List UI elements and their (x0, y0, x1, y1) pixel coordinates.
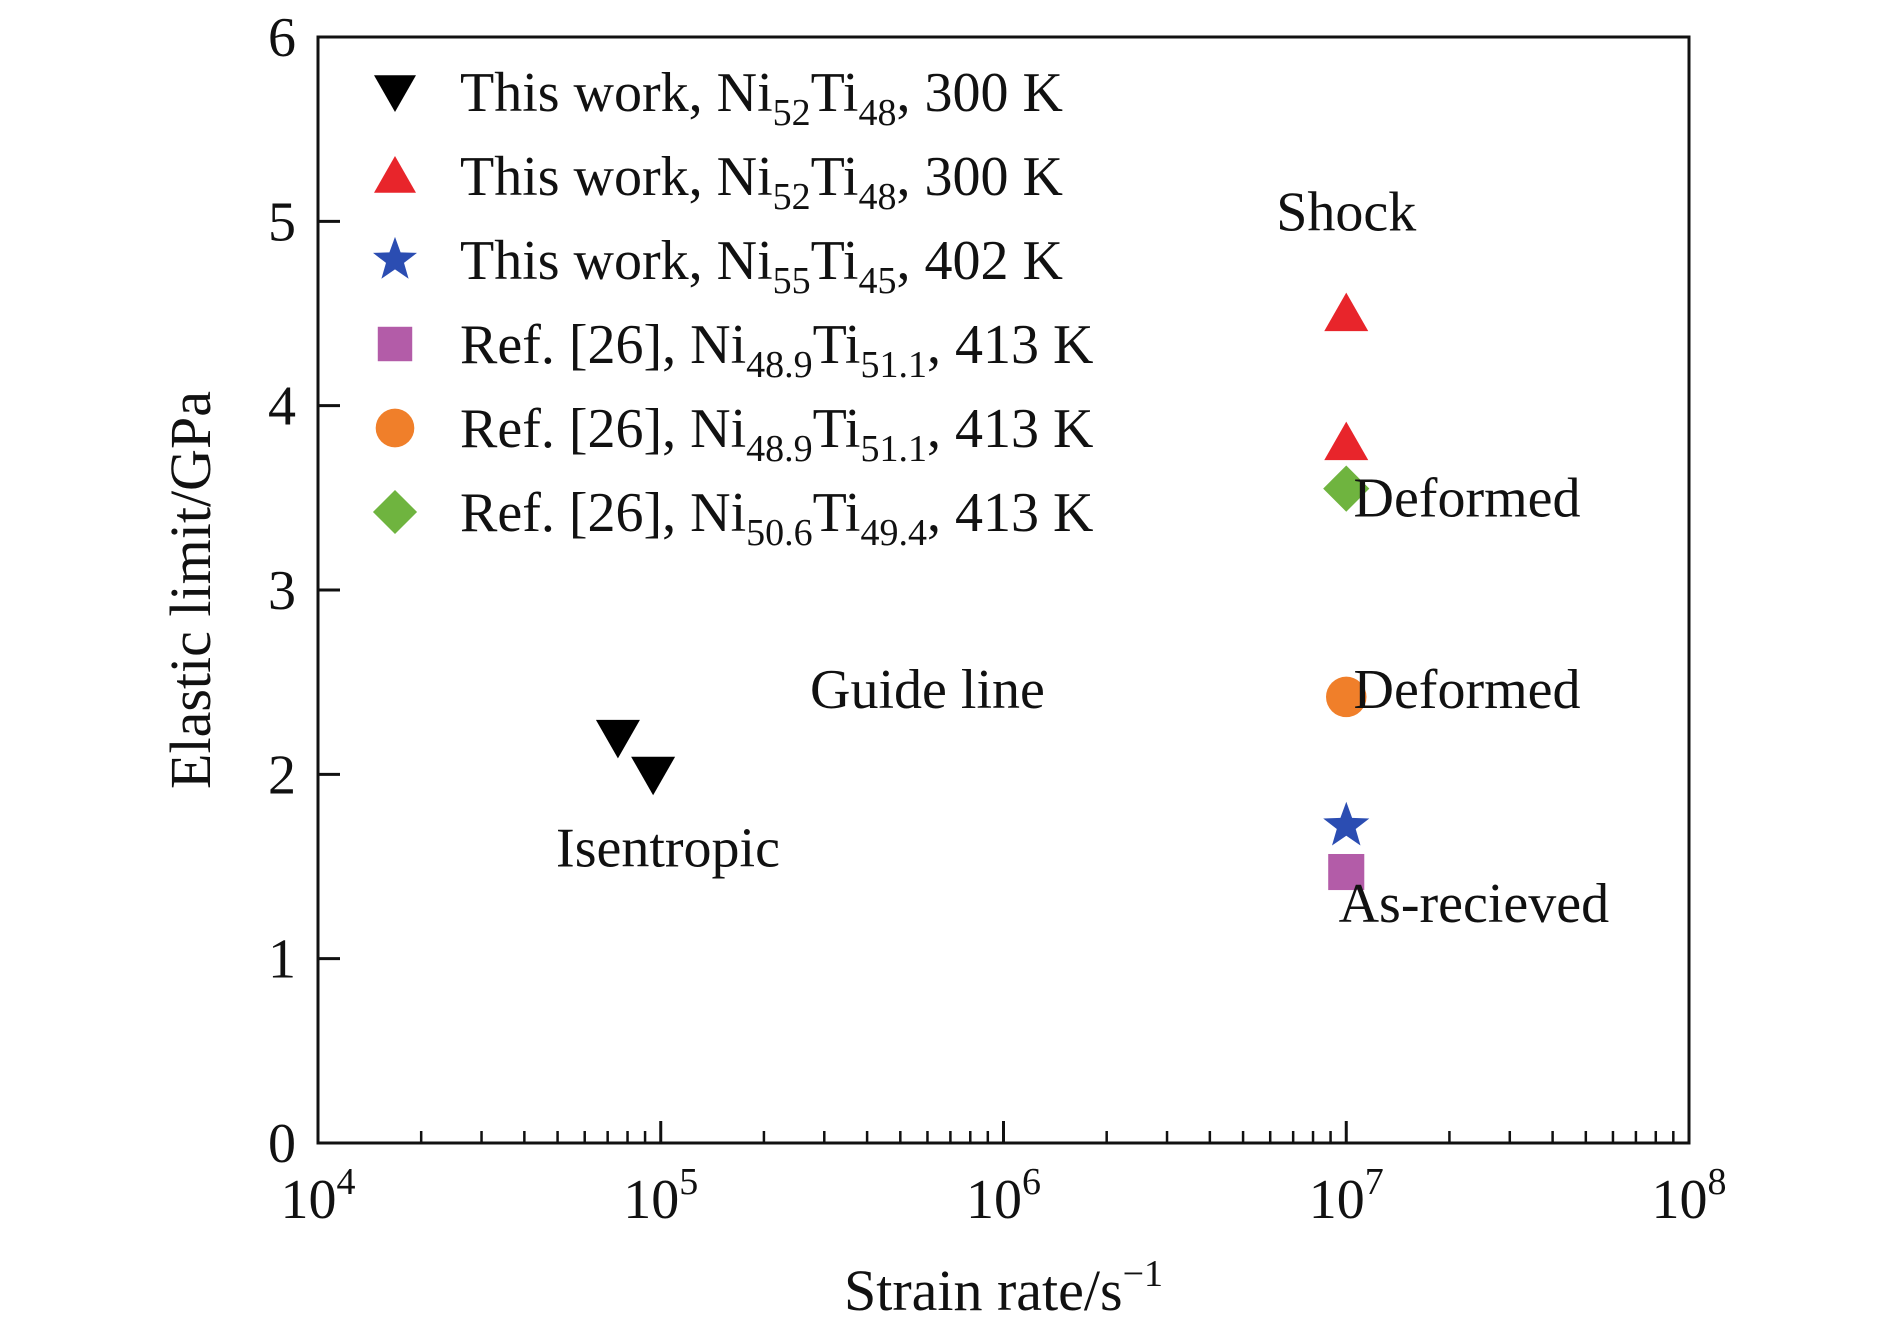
data-point-circle (1326, 676, 1367, 718)
legend-marker (377, 326, 413, 362)
legend-entry: Ref. [26], Ni48.9Ti51.1, 413 K (460, 398, 1093, 470)
annotation-label: Shock (1276, 182, 1416, 244)
data-point-square (1328, 853, 1365, 891)
legend-entry: This work, Ni52Ti48, 300 K (460, 62, 1063, 134)
annotation-label: Guide line (810, 659, 1045, 721)
data-point-triangle-down (595, 719, 640, 759)
x-tick-label: 105 (623, 1161, 698, 1231)
data-points (595, 292, 1370, 891)
y-tick-label: 1 (268, 929, 296, 991)
y-tick-label: 4 (268, 376, 296, 438)
x-tick-label: 107 (1309, 1161, 1384, 1231)
y-tick-label: 2 (268, 744, 296, 806)
ticks: 0 1 2 3 4 5 6 104 105 106 107 108 (268, 7, 1727, 1231)
annotation-label: As-recieved (1339, 873, 1610, 935)
x-axis-title: Strain rate/s−1 (844, 1253, 1163, 1323)
legend-marker (375, 408, 415, 448)
legend-marker (373, 236, 417, 279)
legend-entry: This work, Ni55Ti45, 402 K (460, 230, 1063, 302)
annotation-label: Deformed (1354, 659, 1581, 721)
x-tick-label: 104 (281, 1161, 356, 1231)
y-tick-label: 6 (268, 7, 296, 69)
legend: This work, Ni52Ti48, 300 K This work, Ni5… (372, 62, 1093, 554)
annotation-label: Isentropic (556, 818, 780, 880)
legend-marker (374, 156, 416, 193)
data-point-star (1323, 801, 1370, 846)
x-tick-label: 106 (966, 1161, 1041, 1231)
y-tick-label: 0 (268, 1113, 296, 1175)
legend-entry: Ref. [26], Ni50.6Ti49.4, 413 K (460, 482, 1093, 554)
legend-marker (374, 75, 416, 112)
legend-entry: Ref. [26], Ni48.9Ti51.1, 413 K (460, 314, 1093, 386)
annotation-label: Deformed (1354, 467, 1581, 529)
y-axis-title: Elastic limit/GPa (158, 391, 223, 789)
legend-marker (372, 489, 418, 535)
data-point-triangle-down (631, 756, 676, 796)
y-tick-label: 5 (268, 191, 296, 253)
data-point-triangle-up (1324, 421, 1369, 461)
data-point-triangle-up (1324, 292, 1369, 332)
x-tick-label: 108 (1652, 1161, 1727, 1231)
data-point-diamond (1323, 465, 1370, 512)
annotations: Shock Deformed Guide line Deformed Isentropi… (556, 182, 1609, 935)
legend-entry: This work, Ni52Ti48, 300 K (460, 146, 1063, 218)
y-tick-label: 3 (268, 560, 296, 622)
